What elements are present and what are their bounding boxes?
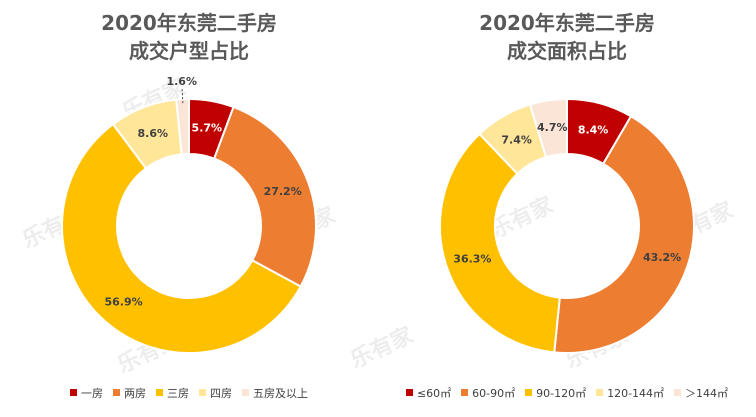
legend-area: ≤60㎡ 60-90㎡ 90-120㎡ 120-144㎡ ＞144㎡ — [378, 385, 756, 401]
slice-label: 4.7% — [537, 121, 568, 134]
chart-subtitle: 成交面积占比 — [507, 39, 627, 63]
slice-label: 27.2% — [264, 185, 302, 198]
legend-swatch — [70, 389, 77, 396]
slice-label: 43.2% — [643, 251, 681, 264]
legend-item: ＞144㎡ — [674, 385, 728, 401]
chart-title: 2020年东莞二手房 — [479, 11, 655, 35]
legend-swatch — [525, 389, 533, 396]
legend-label: ＞144㎡ — [685, 387, 729, 400]
legend-label: ≤60㎡ — [416, 387, 452, 400]
legend-swatch — [156, 389, 163, 396]
donut-slice-5 — [528, 97, 568, 159]
chart-panel-unit-type: 2020年东莞二手房 成交户型占比 乐有家 乐有家 乐有家 乐有家 5.7%27… — [0, 11, 378, 401]
legend-item: 两房 — [113, 385, 146, 401]
legend-swatch — [199, 389, 206, 396]
donut-slice-3 — [61, 122, 303, 354]
legend-label: 60-90㎡ — [472, 387, 516, 400]
legend-item: 五房及以上 — [242, 385, 308, 401]
legend-label: 一房 — [81, 387, 103, 400]
legend-item: 三房 — [156, 385, 189, 401]
legend-item: 一房 — [70, 385, 103, 401]
slice-label: 8.6% — [138, 127, 169, 140]
donut-chart-area: 8.4% 43.2% 36.3% 7.4% 4.7% — [439, 97, 695, 354]
legend-item: 60-90㎡ — [461, 385, 515, 401]
legend-swatch — [405, 389, 413, 396]
legend-item: 120-144㎡ — [596, 385, 664, 401]
legend-label: 四房 — [210, 387, 232, 400]
slice-label: 5.7% — [192, 122, 223, 135]
legend-swatch — [596, 389, 604, 396]
chart-title: 2020年东莞二手房 — [101, 11, 277, 35]
legend-label: 90-120㎡ — [536, 387, 587, 400]
slice-label: 1.6% — [166, 75, 197, 88]
donut-chart-unit-type: 5.7% 27.2% 56.9% 8.6% 1.6% — [61, 75, 317, 354]
legend-label: 五房及以上 — [253, 387, 308, 400]
legend-swatch — [674, 389, 682, 396]
legend-unit-type: 一房 两房 三房 四房 五房及以上 — [0, 385, 378, 401]
legend-swatch — [113, 389, 120, 396]
legend-item: 90-120㎡ — [525, 385, 586, 401]
slice-label: 7.4% — [501, 134, 532, 147]
legend-swatch — [242, 389, 249, 396]
legend-label: 120-144㎡ — [607, 387, 665, 400]
slice-label: 8.4% — [578, 123, 609, 136]
slice-label: 56.9% — [104, 296, 142, 309]
legend-swatch — [461, 389, 469, 396]
donut-slice-2 — [553, 114, 695, 354]
legend-item: 四房 — [199, 385, 232, 401]
legend-item: ≤60㎡ — [405, 385, 452, 401]
legend-label: 三房 — [167, 387, 189, 400]
donut-slice-2 — [212, 105, 317, 288]
donut-slice-3 — [439, 132, 561, 354]
donut-slice-5 — [175, 97, 190, 156]
chart-subtitle: 成交户型占比 — [129, 39, 249, 63]
legend-label: 两房 — [124, 387, 146, 400]
chart-panel-area: 2020年东莞二手房 成交面积占比 乐有家 乐有家 乐有家 乐有家 8.4%43… — [347, 0, 756, 417]
slice-label: 36.3% — [453, 252, 491, 265]
